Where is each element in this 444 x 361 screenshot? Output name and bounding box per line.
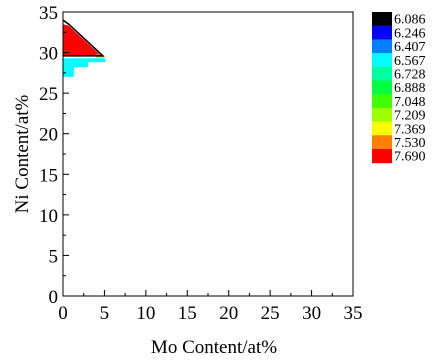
legend-swatch xyxy=(372,80,392,95)
x-tick-label: 30 xyxy=(302,303,321,324)
x-tick-label: 0 xyxy=(58,303,68,324)
legend-swatch xyxy=(372,39,392,54)
y-tick-label: 35 xyxy=(39,3,58,24)
legend-label: 6.728 xyxy=(394,68,426,83)
legend-label: 7.690 xyxy=(394,150,426,165)
x-tick-label: 5 xyxy=(100,303,110,324)
y-tick-label: 20 xyxy=(39,125,58,146)
y-tick-label: 25 xyxy=(39,84,58,105)
y-axis-label: Ni Content/at% xyxy=(12,94,33,213)
legend-label: 6.407 xyxy=(394,40,426,55)
legend-swatch xyxy=(372,135,392,150)
legend-swatch xyxy=(372,12,392,27)
color-legend: 6.0866.2466.4076.5676.7286.8887.0487.209… xyxy=(372,12,426,165)
y-tick-label: 0 xyxy=(49,287,59,308)
legend-label: 7.530 xyxy=(394,136,426,151)
x-tick-label: 20 xyxy=(219,303,238,324)
legend-swatch xyxy=(372,94,392,109)
legend-swatch xyxy=(372,149,392,164)
legend-label: 6.567 xyxy=(394,54,426,69)
legend-label: 6.246 xyxy=(394,26,426,41)
legend-label: 6.888 xyxy=(394,81,426,96)
legend-label: 7.209 xyxy=(394,109,426,124)
y-tick-label: 30 xyxy=(39,44,58,65)
plot-background xyxy=(63,12,353,296)
contour-regions xyxy=(62,19,106,77)
x-axis-label: Mo Content/at% xyxy=(151,337,277,358)
x-tick-label: 35 xyxy=(344,303,363,324)
y-tick-label: 15 xyxy=(39,165,58,186)
y-tick-label: 5 xyxy=(49,246,59,267)
legend-swatch xyxy=(372,121,392,136)
legend-swatch xyxy=(372,53,392,68)
contour-region-7-690 xyxy=(63,24,102,56)
legend-label: 7.369 xyxy=(394,122,426,137)
contour-region-6-567 xyxy=(63,58,106,77)
x-axis-ticks: 0 5 10 15 20 25 30 35 xyxy=(58,290,363,324)
legend-label: 7.048 xyxy=(394,95,426,110)
y-axis-ticks: 0 5 10 15 20 25 30 35 xyxy=(39,3,69,308)
x-tick-label: 25 xyxy=(261,303,280,324)
legend-swatch xyxy=(372,25,392,40)
y-tick-label: 10 xyxy=(39,206,58,227)
plot-area xyxy=(62,11,354,297)
contour-region-6-086 xyxy=(62,19,105,57)
x-tick-label: 10 xyxy=(136,303,155,324)
x-tick-label: 15 xyxy=(178,303,197,324)
legend-swatch xyxy=(372,66,392,81)
legend-swatch xyxy=(372,107,392,123)
legend-label: 6.086 xyxy=(394,13,426,28)
